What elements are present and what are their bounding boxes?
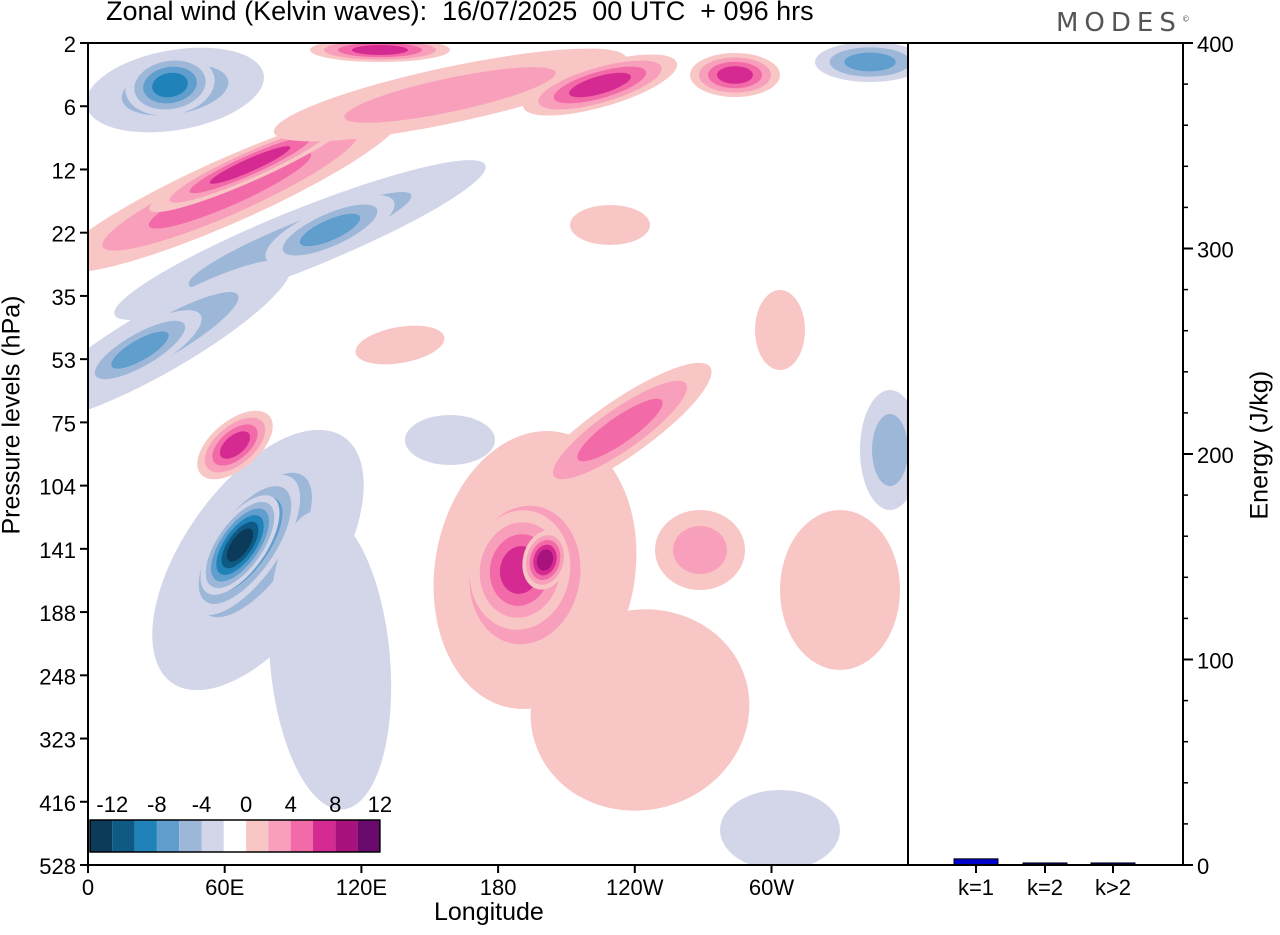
colorbar-swatch xyxy=(357,820,380,852)
contour-region xyxy=(405,415,495,465)
y-tick-label: 6 xyxy=(64,95,76,120)
y-axis-title: Pressure levels (hPa) xyxy=(0,295,26,535)
x-tick-label: 60W xyxy=(749,875,794,900)
colorbar-swatch xyxy=(134,820,157,852)
y-tick-label: 188 xyxy=(39,601,76,626)
colorbar-swatch xyxy=(335,820,358,852)
colorbar-label: 0 xyxy=(240,792,252,817)
y-tick-label: 323 xyxy=(39,728,76,753)
contour-region xyxy=(755,290,805,370)
contour-region xyxy=(209,146,291,184)
colorbar-swatch xyxy=(156,820,180,852)
colorbar-swatch xyxy=(90,820,113,852)
y-tick-label: 53 xyxy=(52,348,76,373)
energy-axis-title: Energy (J/kg) xyxy=(1245,370,1274,520)
y-tick-label: 35 xyxy=(52,285,76,310)
y-tick-label: 104 xyxy=(39,475,76,500)
colorbar-label: -8 xyxy=(147,792,167,817)
heatmap-field xyxy=(88,43,908,865)
colorbar-swatch xyxy=(223,820,247,852)
contour-region xyxy=(570,205,650,245)
contour-region xyxy=(720,790,840,865)
y-tick-label: 416 xyxy=(39,791,76,816)
energy-category-label: k=2 xyxy=(1027,875,1063,900)
x-tick-label: 120E xyxy=(336,875,387,900)
energy-tick-label: 300 xyxy=(1197,238,1234,263)
colorbar-swatch xyxy=(201,820,224,852)
colorbar-label: 8 xyxy=(329,792,341,817)
colorbar-swatch xyxy=(179,820,202,852)
contour-region xyxy=(717,66,753,84)
x-axis-title: Longitude xyxy=(434,898,544,926)
contour-region xyxy=(673,526,727,574)
contour-region xyxy=(569,72,631,98)
energy-tick-label: 100 xyxy=(1197,649,1234,674)
y-tick-label: 528 xyxy=(39,854,76,879)
x-tick-label: 120W xyxy=(606,875,664,900)
energy-panel-frame xyxy=(907,42,1184,866)
y-tick-label: 12 xyxy=(52,158,76,183)
contour-region xyxy=(780,510,900,670)
x-tick-label: 60E xyxy=(205,875,244,900)
x-tick-label: 0 xyxy=(82,875,94,900)
contour-region xyxy=(577,398,663,462)
colorbar-frame xyxy=(89,819,381,853)
contour-region xyxy=(219,431,251,459)
contour-region xyxy=(355,325,445,365)
contour-region xyxy=(872,414,908,486)
colorbar-label: -4 xyxy=(192,792,212,817)
contour-region xyxy=(844,52,896,72)
contour-region xyxy=(352,45,408,55)
y-tick-label: 22 xyxy=(52,222,76,247)
contour-region xyxy=(152,72,188,98)
energy-bars: 0 100 200 300 400 k=1 k=2 k>2 xyxy=(953,32,1234,900)
energy-tick-label: 0 xyxy=(1197,854,1209,879)
contour-region xyxy=(344,67,556,123)
colorbar: -12 -8 -4 0 4 8 12 xyxy=(89,792,392,853)
energy-category-label: k=1 xyxy=(958,875,994,900)
energy-category-label: k>2 xyxy=(1095,875,1131,900)
energy-tick-label: 400 xyxy=(1197,32,1234,57)
colorbar-label: -12 xyxy=(96,792,128,817)
chart-title: Zonal wind (Kelvin waves): 16/07/2025 00… xyxy=(106,0,814,26)
colorbar-swatch xyxy=(268,820,291,852)
energy-tick-label: 200 xyxy=(1197,443,1234,468)
colorbar-swatch xyxy=(313,820,336,852)
x-tick-label: 180 xyxy=(480,875,517,900)
contour-region xyxy=(299,213,361,247)
colorbar-swatch xyxy=(246,820,269,852)
colorbar-label: 4 xyxy=(285,792,297,817)
contour-region xyxy=(268,510,392,810)
brand-logo: MODES© xyxy=(1056,8,1190,38)
y-tick-label: 75 xyxy=(52,411,76,436)
contour-region xyxy=(530,609,750,811)
colorbar-swatch xyxy=(290,820,313,852)
colorbar-swatch xyxy=(112,820,135,852)
contour-region xyxy=(111,331,169,369)
y-tick-label: 141 xyxy=(39,538,76,563)
y-tick-label: 2 xyxy=(64,32,76,57)
y-tick-label: 248 xyxy=(39,664,76,689)
contour-region xyxy=(226,528,254,562)
contour-region xyxy=(536,549,554,571)
colorbar-label: 12 xyxy=(368,792,392,817)
